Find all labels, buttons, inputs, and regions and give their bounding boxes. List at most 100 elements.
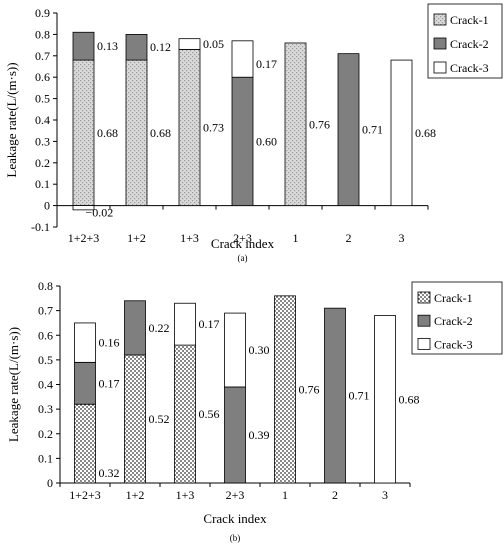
bar-segment-crack-2: [337, 53, 360, 207]
bar-segment-crack-2: [224, 386, 246, 484]
x-tick-label: 1: [293, 231, 299, 245]
x-tick-label: 1+2: [127, 231, 146, 245]
bar-segment-crack-3: [174, 302, 196, 346]
bar-segment-crack-1: [74, 403, 96, 484]
legend-label: Crack-1: [450, 13, 489, 27]
x-tick-label: 3: [382, 488, 388, 502]
bar-segment-crack-3: [374, 315, 396, 484]
x-axis-title: Crack index: [211, 236, 275, 251]
data-label: 0.17: [256, 57, 277, 71]
legend-swatch: [417, 337, 431, 350]
bar-segment-crack-3: [390, 59, 413, 207]
legend-label: Crack-3: [450, 61, 489, 75]
chart-panel-b: 0 0.1 0.2 0.3 0.4 0.5 0.6 0.7 0.8 1+2+3 1+2 1+3 2+3 1…: [6, 279, 503, 543]
bar-segment-crack-1: [284, 42, 307, 206]
y-tick-label: 0.5: [38, 353, 53, 367]
legend-swatch: [433, 37, 447, 50]
bar-segment-crack-1: [274, 295, 296, 484]
x-tick-label: 2: [332, 488, 338, 502]
panel-label: (a): [238, 253, 248, 263]
y-tick-label: 0: [44, 199, 50, 213]
y-tick-label: 0.4: [35, 113, 50, 127]
y-tick-label: 0.1: [38, 451, 53, 465]
bar-segment-crack-3: [72, 205, 95, 211]
bar-segment-crack-1: [178, 48, 201, 207]
data-label: 0.39: [249, 428, 270, 442]
data-label: 0.76: [309, 117, 330, 131]
bar-segment-crack-3: [178, 38, 201, 50]
bar-segment-crack-1: [174, 344, 196, 484]
data-label: 0.68: [399, 392, 420, 406]
panel-label: (b): [230, 533, 241, 543]
y-tick-label: 0.7: [35, 49, 50, 63]
y-tick-label: 0.6: [35, 70, 50, 84]
data-label: 0.30: [249, 343, 270, 357]
bar-segment-crack-1: [125, 59, 148, 207]
data-label: 0.16: [99, 336, 120, 350]
bar-segment-crack-3: [74, 322, 96, 363]
y-axis-title: Leakage rate(L/(m·s)): [4, 62, 19, 177]
data-label: 0.17: [199, 317, 220, 331]
data-label: 0.71: [362, 123, 383, 137]
y-tick-label: 0.8: [35, 27, 50, 41]
bar-segment-crack-2: [231, 76, 254, 206]
y-tick-label: 0.2: [35, 156, 50, 170]
y-tick-label: 0.6: [38, 328, 53, 342]
bar-segment-crack-1: [72, 59, 95, 207]
x-tick-label: 1+3: [180, 231, 199, 245]
legend-label: Crack-1: [434, 291, 473, 305]
legend-label: Crack-3: [434, 337, 473, 351]
data-label: −0.02: [86, 206, 114, 220]
data-label: 0.22: [149, 321, 170, 335]
x-tick-label: 1+2+3: [69, 488, 101, 502]
bar-segment-crack-2: [125, 34, 148, 61]
chart-panel-a: -0.1 0 0.1 0.2 0.3 0.4 0.5 0.6 0.7 0.8 0.9 1+2+3 1+2…: [4, 3, 503, 263]
data-label: 0.73: [203, 120, 224, 134]
y-tick-label: 0.8: [38, 279, 53, 293]
x-tick-label: 1: [282, 488, 288, 502]
data-label: 0.52: [149, 412, 170, 426]
x-tick-label: 2: [346, 231, 352, 245]
legend-swatch: [417, 291, 431, 304]
y-tick-label: 0.4: [38, 378, 53, 392]
bar-segment-crack-2: [74, 361, 96, 405]
data-label: 0.17: [99, 376, 120, 390]
bar-segment-crack-2: [72, 31, 95, 61]
legend-label: Crack-2: [450, 37, 489, 51]
data-label: 0.76: [299, 382, 320, 396]
y-tick-label: 0: [47, 476, 53, 490]
data-label: 0.12: [150, 40, 171, 54]
legend-label: Crack-2: [434, 314, 473, 328]
data-label: 0.68: [150, 126, 171, 140]
x-tick-label: 3: [399, 231, 405, 245]
x-axis-title: Crack index: [203, 511, 267, 526]
data-label: 0.13: [97, 39, 118, 53]
data-label: 0.32: [99, 466, 120, 480]
data-label: 0.68: [415, 126, 436, 140]
x-tick-label: 2+3: [233, 231, 252, 245]
y-tick-label: 0.3: [35, 134, 50, 148]
bar-segment-crack-2: [124, 300, 146, 356]
bar-segment-crack-2: [324, 307, 346, 484]
bar-segment-crack-3: [231, 40, 254, 78]
y-axis-title: Leakage rate(L/(m·s)): [6, 327, 21, 442]
data-label: 0.71: [349, 389, 370, 403]
bar-segment-crack-3: [224, 312, 246, 388]
y-tick-label: 0.1: [35, 177, 50, 191]
y-tick-label: -0.1: [31, 220, 50, 234]
legend-swatch: [417, 314, 431, 327]
x-tick-label: 1+3: [176, 488, 195, 502]
y-tick-label: 0.7: [38, 304, 53, 318]
y-tick-label: 0.5: [35, 92, 50, 106]
x-tick-label: 1+2: [126, 488, 145, 502]
data-label: 0.05: [203, 37, 224, 51]
data-label: 0.68: [97, 126, 118, 140]
legend-swatch: [433, 13, 447, 26]
data-label: 0.56: [199, 407, 220, 421]
x-tick-label: 2+3: [226, 488, 245, 502]
y-tick-label: 0.2: [38, 427, 53, 441]
legend-swatch: [433, 61, 447, 74]
y-tick-label: 0.3: [38, 402, 53, 416]
